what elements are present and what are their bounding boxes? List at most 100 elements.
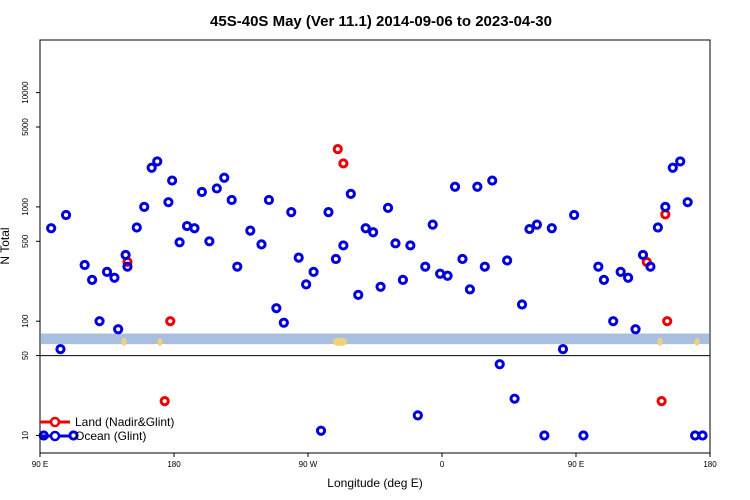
- data-point: [593, 261, 604, 272]
- y-tick-label: 10000: [21, 81, 30, 104]
- legend-label: Land (Nadir&Glint): [75, 415, 174, 429]
- data-point: [226, 194, 237, 206]
- band-highlight: [694, 337, 700, 346]
- series-ocean: [38, 156, 708, 441]
- data-point: [256, 239, 267, 250]
- data-point: [524, 223, 535, 235]
- data-point: [189, 223, 200, 234]
- data-point: [245, 225, 256, 236]
- data-point: [330, 253, 342, 265]
- data-point: [152, 156, 163, 167]
- data-point: [578, 430, 589, 441]
- data-point: [368, 227, 379, 238]
- data-point: [675, 156, 686, 167]
- data-point: [174, 237, 185, 248]
- data-point: [645, 261, 656, 272]
- data-point: [353, 289, 364, 300]
- data-point: [345, 188, 356, 199]
- data-point: [232, 261, 243, 272]
- legend-marker: [49, 416, 61, 428]
- data-point: [109, 272, 120, 283]
- data-point: [509, 393, 520, 404]
- y-tick-label: 1000: [21, 197, 30, 215]
- data-point: [278, 317, 289, 328]
- data-point: [397, 274, 409, 285]
- data-point: [656, 395, 667, 407]
- data-point: [308, 266, 319, 277]
- data-point: [120, 249, 131, 261]
- data-point: [546, 223, 557, 234]
- data-point: [682, 197, 693, 208]
- legend-label: Ocean (Glint): [75, 429, 146, 443]
- data-point: [615, 266, 626, 277]
- data-point: [516, 299, 528, 310]
- data-point: [375, 281, 386, 292]
- data-point: [531, 219, 543, 230]
- data-point: [637, 249, 649, 261]
- data-point: [263, 194, 275, 206]
- data-point: [338, 158, 349, 169]
- x-tick-label: 90 E: [32, 460, 48, 469]
- data-point: [472, 181, 483, 192]
- data-point: [165, 316, 176, 327]
- points-layer: [38, 144, 708, 441]
- legend: Land (Nadir&Glint)Ocean (Glint): [40, 415, 174, 443]
- chart-title: 45S-40S May (Ver 11.1) 2014-09-06 to 202…: [210, 13, 552, 30]
- data-point: [113, 324, 124, 335]
- x-tick-label: 90 W: [299, 460, 318, 469]
- y-tick-label: 10: [21, 431, 30, 440]
- data-point: [323, 207, 334, 218]
- y-tick-label: 5000: [21, 118, 30, 136]
- x-tick-label: 90 E: [568, 460, 584, 469]
- data-point: [427, 219, 438, 230]
- data-point: [211, 183, 222, 194]
- band-highlight: [337, 337, 347, 346]
- series-land: [122, 144, 673, 407]
- plot-frame: [39, 39, 711, 454]
- data-point: [630, 324, 641, 335]
- data-point: [652, 222, 663, 233]
- data-point: [338, 240, 349, 251]
- data-point: [146, 162, 157, 173]
- x-tick-label: 180: [703, 460, 717, 469]
- data-point: [623, 272, 634, 283]
- y-axis-label: N Total: [0, 227, 12, 264]
- data-point: [420, 261, 431, 272]
- data-point: [131, 222, 142, 233]
- data-point: [196, 186, 208, 198]
- band-highlight: [157, 337, 163, 346]
- legend-marker: [49, 430, 61, 442]
- data-point: [301, 279, 312, 290]
- data-point: [502, 255, 513, 266]
- band-layer: [41, 333, 709, 346]
- data-point: [360, 223, 371, 234]
- data-point: [598, 274, 610, 285]
- data-point: [539, 430, 550, 441]
- x-tick-label: 180: [167, 460, 181, 469]
- data-point: [293, 252, 304, 263]
- data-point: [667, 162, 678, 173]
- band-highlight: [121, 337, 127, 346]
- data-point: [457, 253, 468, 265]
- data-point: [662, 316, 673, 327]
- data-point: [79, 259, 90, 271]
- data-point: [159, 395, 170, 407]
- data-point: [87, 274, 98, 285]
- x-tick-label: 0: [440, 460, 445, 469]
- data-point: [412, 410, 423, 421]
- band-highlight: [657, 337, 663, 346]
- data-point: [442, 270, 453, 281]
- data-point: [557, 344, 569, 355]
- y-tick-label: 500: [21, 234, 30, 248]
- coverage-band: [41, 333, 709, 345]
- data-point: [94, 316, 105, 327]
- data-point: [163, 197, 174, 208]
- data-point: [204, 236, 215, 247]
- data-point: [479, 261, 490, 272]
- x-axis-label: Longitude (deg E): [327, 476, 422, 490]
- data-point: [390, 238, 401, 249]
- data-point: [60, 209, 72, 221]
- y-tick-label: 50: [21, 351, 30, 360]
- data-point: [122, 261, 133, 272]
